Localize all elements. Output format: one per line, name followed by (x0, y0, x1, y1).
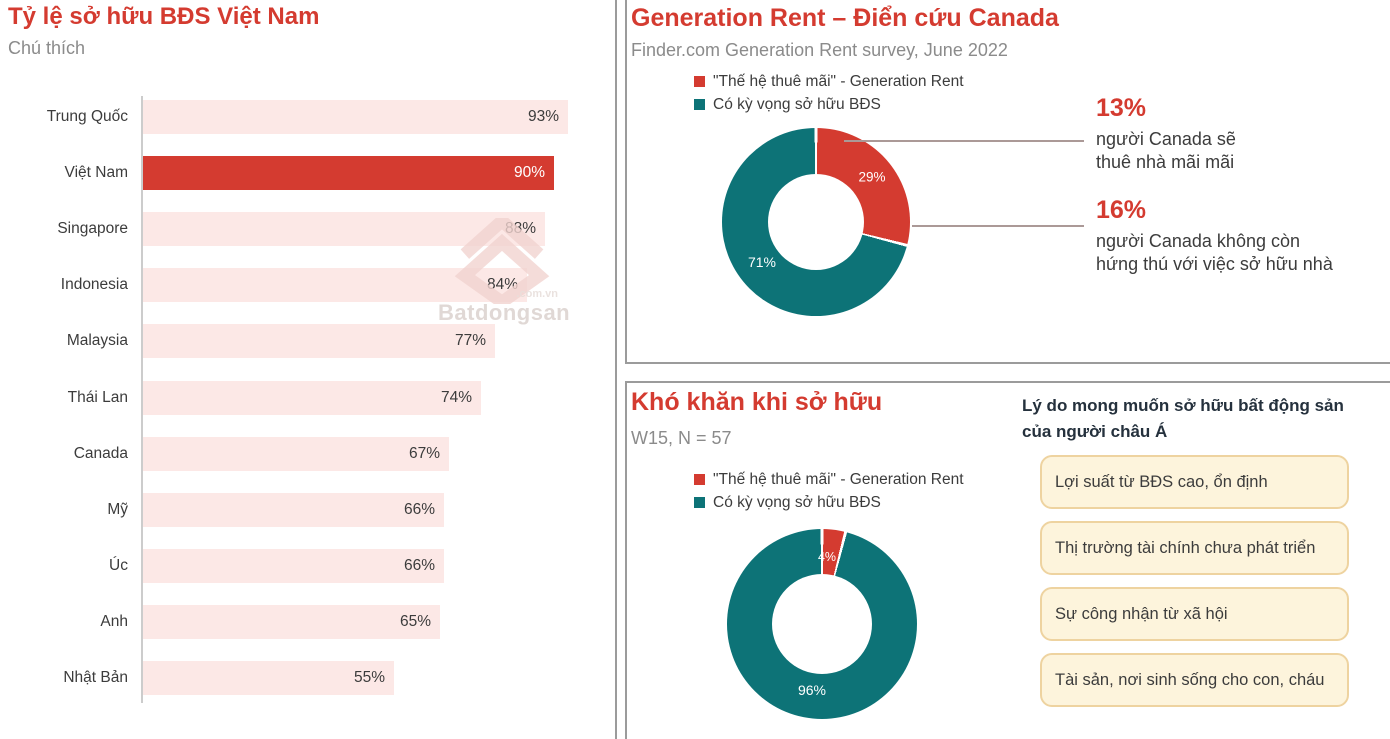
bar-row: Anh 65% (0, 605, 616, 639)
legend-swatch-red (694, 76, 705, 87)
country-label: Nhật Bản (63, 669, 128, 686)
country-label: Việt Nam (64, 164, 128, 181)
bar-row: Úc 66% (0, 549, 616, 583)
ownership-bar-chart: Trung Quốc 93% Việt Nam 90% Singapore 88% Indo… (0, 0, 616, 739)
bar: 66% (142, 549, 444, 583)
callout-16-percent: 16% người Canada không còn hứng thú với … (1096, 196, 1333, 276)
callout-13-percent: 13% người Canada sẽ thuê nhà mãi mãi (1096, 94, 1236, 174)
legend-item-generation-rent: "Thế hệ thuê mãi" - Generation Rent (694, 468, 964, 491)
bar-row: Malaysia 77% (0, 324, 616, 358)
donut-slice-label: 4% (817, 550, 837, 564)
reason-card: Lợi suất từ BĐS cao, ổn định (1040, 455, 1349, 509)
ownership-difficulty-subtitle: W15, N = 57 (631, 428, 732, 448)
canada-donut-chart (722, 128, 910, 316)
bar-chart-axis-line (141, 96, 143, 703)
bar: 55% (142, 661, 394, 695)
legend-swatch-teal (694, 497, 705, 508)
donut-hole (772, 574, 872, 674)
legend-label: Có kỳ vọng sở hữu BĐS (713, 95, 881, 113)
bar-value-label: 77% (454, 332, 486, 349)
batdongsan-logo-icon (454, 218, 550, 304)
bar-value-label: 66% (403, 501, 435, 518)
bar-value-label: 74% (440, 389, 472, 406)
country-label: Singapore (57, 220, 128, 237)
callout-value: 13% (1096, 94, 1147, 122)
vertical-divider (615, 0, 617, 739)
callout-connector-13 (844, 140, 1084, 142)
generation-rent-panel-border (625, 0, 1390, 364)
country-label: Úc (109, 557, 128, 574)
generation-rent-legend: "Thế hệ thuê mãi" - Generation Rent Có k… (694, 70, 964, 116)
reason-text: Tài sản, nơi sinh sống cho con, cháu (1055, 670, 1325, 689)
donut-hole (768, 174, 864, 270)
left-chart-subtitle: Chú thích (8, 38, 86, 58)
bar-value-label: 93% (527, 108, 559, 125)
bar-row: Canada 67% (0, 437, 616, 471)
ownership-difficulty-panel-border (625, 381, 1390, 739)
callout-text-line: hứng thú với việc sở hữu nhà (1096, 254, 1333, 274)
bar-value-label: 90% (513, 164, 545, 181)
legend-label: Có kỳ vọng sở hữu BĐS (713, 493, 881, 511)
bar: 74% (142, 381, 481, 415)
bar-row: Thái Lan 74% (0, 381, 616, 415)
bar: 65% (142, 605, 440, 639)
callout-text-line: người Canada không còn (1096, 231, 1300, 251)
legend-swatch-red (694, 474, 705, 485)
country-label: Trung Quốc (46, 108, 128, 125)
bar: 90% (142, 156, 554, 190)
donut-slice-label: 71% (747, 254, 777, 270)
reason-card: Thị trường tài chính chưa phát triển (1040, 521, 1349, 575)
watermark-brand-text: Batdongsan (438, 300, 571, 325)
bar-value-label: 66% (403, 557, 435, 574)
difficulty-donut-chart (727, 529, 917, 719)
callout-text-line: thuê nhà mãi mãi (1096, 152, 1235, 172)
donut-slice-label: 96% (797, 682, 827, 698)
legend-label: "Thế hệ thuê mãi" - Generation Rent (713, 72, 964, 90)
country-label: Canada (73, 445, 128, 462)
reasons-heading: Lý do mong muốn sở hữu bất động sản của … (1022, 396, 1344, 441)
reason-card: Tài sản, nơi sinh sống cho con, cháu (1040, 653, 1349, 707)
left-chart-title: Tỷ lệ sở hữu BĐS Việt Nam (8, 3, 320, 30)
bar: 67% (142, 437, 449, 471)
generation-rent-title: Generation Rent – Điển cứu Canada (631, 4, 1059, 32)
country-label: Anh (100, 613, 128, 630)
callout-value: 16% (1096, 196, 1147, 224)
reason-text: Sự công nhận từ xã hội (1055, 604, 1228, 623)
legend-item-expect-own: Có kỳ vọng sở hữu BĐS (694, 491, 964, 514)
bar: 93% (142, 100, 568, 134)
country-label: Indonesia (60, 276, 128, 293)
callout-connector-16 (912, 225, 1084, 227)
ownership-difficulty-legend: "Thế hệ thuê mãi" - Generation Rent Có k… (694, 468, 964, 514)
bar: 66% (142, 493, 444, 527)
bar-value-label: 67% (408, 445, 440, 462)
bar-row: Mỹ 66% (0, 493, 616, 527)
reason-text: Lợi suất từ BĐS cao, ổn định (1055, 472, 1268, 491)
country-label: Malaysia (66, 332, 128, 349)
country-label: Mỹ (107, 501, 128, 518)
bar-value-label: 65% (399, 613, 431, 630)
legend-label: "Thế hệ thuê mãi" - Generation Rent (713, 470, 964, 488)
watermark-batdongsan: .com.vn Batdongsan (436, 218, 571, 334)
reason-card: Sự công nhận từ xã hội (1040, 587, 1349, 641)
legend-swatch-teal (694, 99, 705, 110)
bar: 77% (142, 324, 495, 358)
watermark-domain-text: .com.vn (516, 288, 558, 300)
generation-rent-subtitle: Finder.com Generation Rent survey, June … (631, 40, 1008, 60)
legend-item-generation-rent: "Thế hệ thuê mãi" - Generation Rent (694, 70, 964, 93)
legend-item-expect-own: Có kỳ vọng sở hữu BĐS (694, 93, 964, 116)
country-label: Thái Lan (67, 389, 128, 406)
bar-row: Nhật Bản 55% (0, 661, 616, 695)
callout-text-line: người Canada sẽ (1096, 129, 1236, 149)
donut-slice-label: 29% (858, 169, 886, 185)
reason-text: Thị trường tài chính chưa phát triển (1055, 538, 1316, 557)
bar-row: Việt Nam 90% (0, 156, 616, 190)
bar-value-label: 55% (353, 669, 385, 686)
ownership-difficulty-title: Khó khăn khi sở hữu (631, 388, 883, 416)
bar-row: Trung Quốc 93% (0, 100, 616, 134)
